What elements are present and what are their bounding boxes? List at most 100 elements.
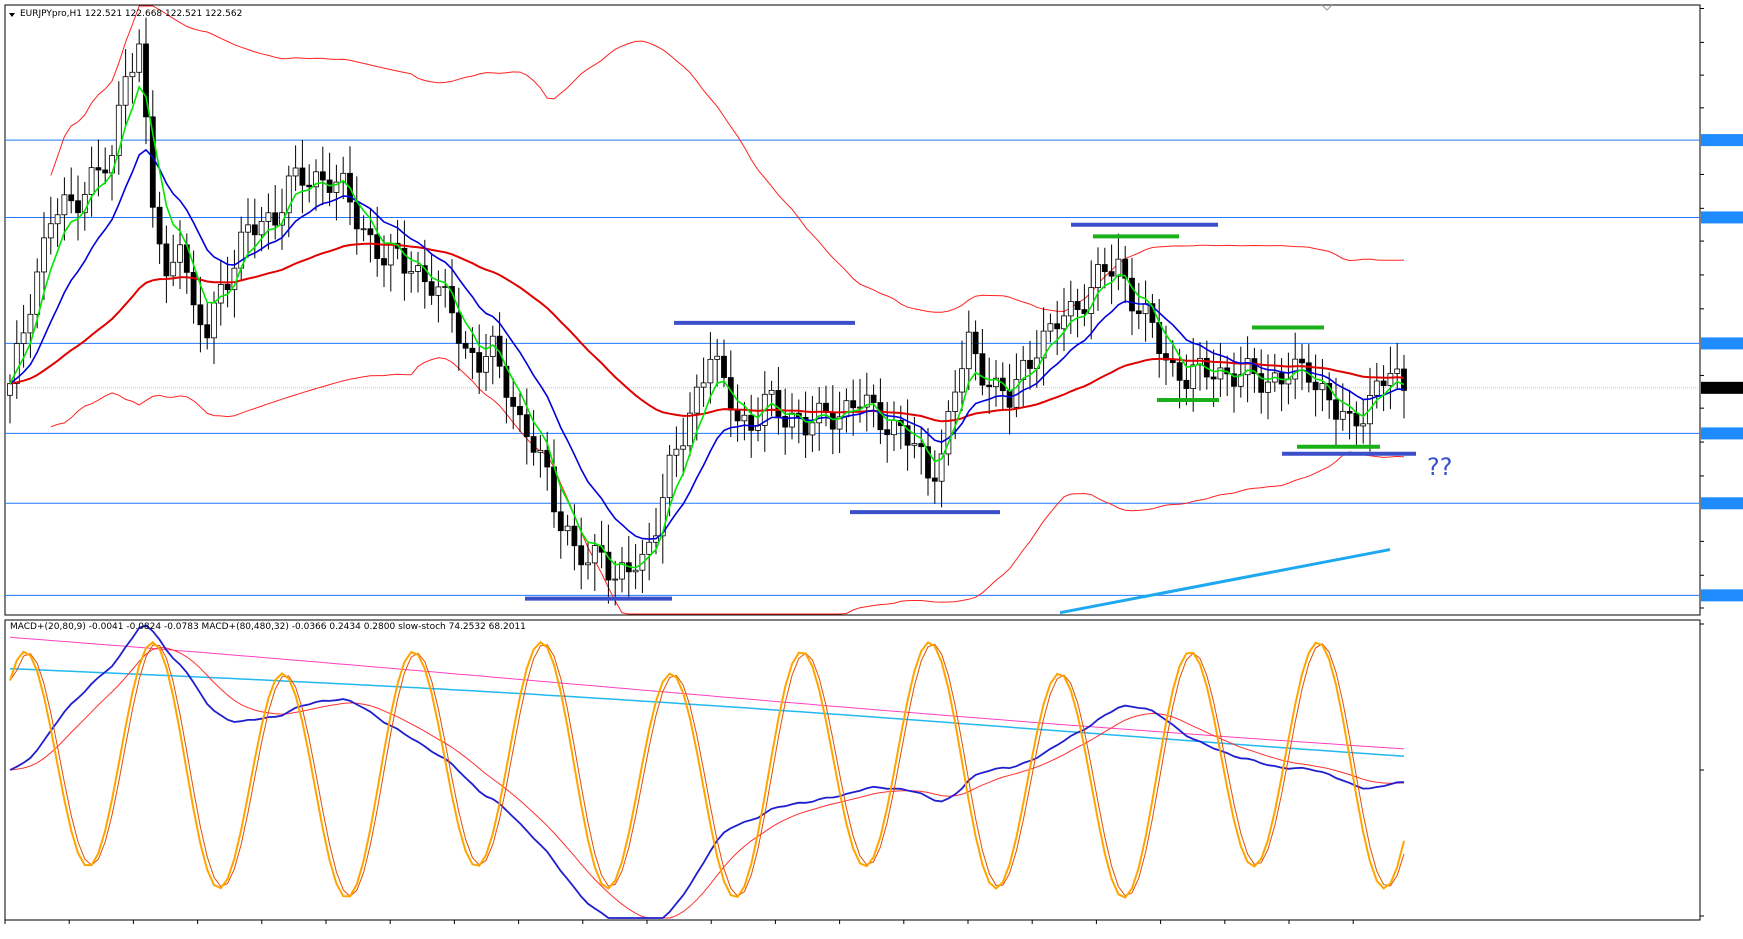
bull-candle [245, 224, 251, 233]
bear-candle [156, 206, 163, 245]
bull-candle [965, 331, 972, 370]
bull-candle [891, 420, 897, 436]
indicator-chart-area[interactable] [4, 619, 1701, 921]
bull-candle [673, 448, 680, 456]
bull-candle [115, 104, 122, 156]
bull-candle [1360, 423, 1367, 427]
bear-candle [353, 201, 360, 230]
bull-candle [211, 302, 217, 339]
stoch-d-line [9, 643, 1405, 897]
bull-candle [680, 445, 687, 450]
bull-candle [47, 223, 54, 239]
bull-candle [1047, 323, 1054, 332]
bull-candle [285, 175, 292, 214]
bull-candle [1217, 367, 1224, 380]
bull-candle [1244, 358, 1251, 376]
bull-candle [360, 228, 367, 231]
bear-candle [1108, 271, 1115, 277]
bear-candle [374, 234, 381, 259]
bear-candle [1027, 359, 1033, 369]
stoch-k-line [9, 640, 1405, 899]
bear-candle [1346, 410, 1353, 414]
bear-candle [469, 347, 476, 353]
bear-candle [1101, 264, 1108, 273]
bull-candle [340, 172, 347, 183]
bear-candle [102, 169, 109, 174]
bear-candle [75, 200, 81, 214]
bull-candle [258, 220, 265, 236]
bear-candle [775, 389, 782, 417]
bear-candle [306, 184, 313, 188]
bull-candle [809, 422, 816, 436]
bear-candle [251, 224, 258, 236]
current-price-tag [1701, 381, 1743, 394]
bull-candle [537, 449, 544, 453]
bear-candle [517, 406, 523, 416]
bear-candle [367, 228, 374, 236]
bull-candle [816, 402, 823, 424]
bull-candle [217, 283, 224, 304]
bear-candle [931, 477, 938, 482]
bull-candle [836, 416, 843, 430]
bull-candle [714, 355, 721, 360]
bull-candle [415, 265, 421, 272]
bear-candle [986, 384, 993, 388]
bull-candle [1387, 373, 1394, 387]
bull-candle [952, 391, 959, 412]
bull-candle [20, 332, 27, 344]
bull-candle [61, 194, 68, 216]
bull-candle [741, 414, 748, 422]
main-chart-area[interactable] [4, 4, 1701, 616]
bear-candle [510, 396, 517, 407]
bear-candle [1333, 399, 1339, 420]
bull-candle [693, 386, 700, 414]
bull-candle [333, 181, 340, 193]
bull-candle [1319, 383, 1326, 391]
bull-candle [265, 212, 272, 222]
price-axis [1700, 8, 1743, 917]
bull-candle [619, 562, 625, 580]
bull-candle [1265, 381, 1271, 393]
bull-candle [170, 261, 177, 277]
bear-candle [299, 167, 306, 186]
bear-candle [605, 551, 612, 581]
bear-candle [829, 412, 836, 430]
bull-candle [938, 453, 945, 482]
bear-candle [1169, 359, 1176, 364]
bull-candle [707, 358, 714, 384]
bull-candle [564, 525, 571, 532]
bear-candle [1129, 277, 1135, 312]
bull-candle [483, 356, 489, 373]
bear-candle [1183, 379, 1190, 389]
bear-candle [557, 511, 564, 532]
bear-candle [1006, 390, 1013, 408]
bear-candle [381, 258, 387, 266]
bear-candle [401, 247, 408, 274]
question-annotation: ?? [1427, 453, 1452, 481]
level-price-tag [1701, 589, 1743, 602]
bull-candle [408, 271, 415, 274]
level-price-tag [1701, 211, 1743, 224]
bear-candle [476, 352, 483, 373]
bull-candle [442, 286, 449, 288]
bear-candle [1380, 380, 1387, 387]
bear-candle [272, 212, 279, 226]
bear-candle [918, 443, 925, 448]
bear-candle [190, 271, 197, 306]
bear-candle [1231, 373, 1237, 387]
bull-candle [666, 454, 673, 499]
main-header: EURJPYpro,H1 122.521 122.668 122.521 122… [20, 9, 242, 19]
bull-candle [1339, 410, 1346, 420]
bear-candle [721, 355, 727, 378]
bull-candle [646, 541, 653, 555]
bear-candle [1258, 373, 1265, 393]
bull-candle [1237, 374, 1244, 387]
bull-candle [959, 368, 965, 393]
bull-candle [41, 237, 47, 273]
fast-ma-line [9, 84, 1405, 569]
bull-candle [1067, 301, 1074, 317]
bear-candle [197, 304, 204, 326]
bull-candle [1373, 380, 1380, 396]
bull-candle [13, 343, 20, 385]
fast-macd-line [9, 624, 1405, 919]
